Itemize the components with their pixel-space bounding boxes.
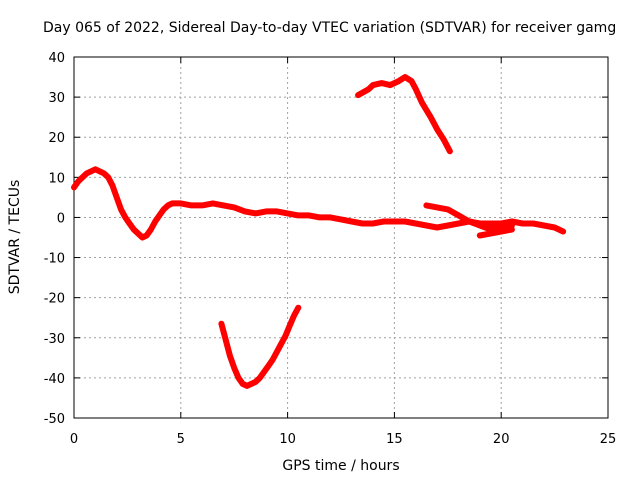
y-tick-label: -50 xyxy=(44,412,65,427)
series-trace-4 xyxy=(355,74,453,155)
x-tick-label: 20 xyxy=(493,432,510,447)
x-tick-label: 0 xyxy=(70,432,78,447)
series-trace-1 xyxy=(71,166,567,241)
chart-title: Day 065 of 2022, Sidereal Day-to-day VTE… xyxy=(43,20,616,36)
y-tick-label: -20 xyxy=(44,292,65,307)
y-tick-label: 30 xyxy=(48,91,65,106)
x-tick-label: 5 xyxy=(177,432,185,447)
y-tick-label: 20 xyxy=(48,131,65,146)
plot-frame xyxy=(73,56,609,419)
series-trace-5 xyxy=(218,304,302,389)
y-tick-label: 10 xyxy=(48,171,65,186)
ticks: 0 5 10 15 20 25 -50 -40 -30 -20 -10 0 10 20 30 40 xyxy=(44,51,617,447)
y-tick-label: -40 xyxy=(44,372,65,387)
x-tick-label: 25 xyxy=(600,432,617,447)
y-tick-label: 40 xyxy=(48,51,65,66)
y-tick-label: 0 xyxy=(57,211,65,226)
series-trace-3 xyxy=(476,226,515,239)
y-tick-label: -30 xyxy=(44,332,65,347)
y-tick-label: -10 xyxy=(44,252,65,267)
x-tick-label: 10 xyxy=(279,432,296,447)
x-tick-label: 15 xyxy=(386,432,403,447)
series-trace-2 xyxy=(423,202,515,233)
grid xyxy=(74,57,608,418)
y-axis-label: SDTVAR / TECUs xyxy=(7,180,23,295)
data-series xyxy=(71,74,567,389)
x-axis-label: GPS time / hours xyxy=(282,458,399,474)
